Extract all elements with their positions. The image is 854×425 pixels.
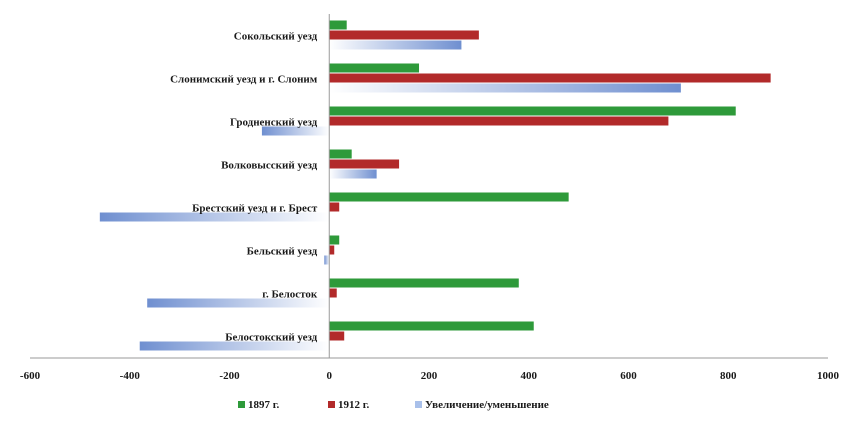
legend-swatch-0	[238, 401, 245, 408]
category-label: Слонимский уезд и г. Слоним	[170, 74, 318, 86]
bar-1912-4	[329, 202, 340, 212]
bar-1912-2	[329, 116, 669, 126]
category-label: Волковысский уезд	[221, 160, 318, 172]
bar-1912-5	[329, 245, 335, 255]
x-tick-label: 400	[521, 370, 538, 382]
bar-1912-6	[329, 288, 337, 298]
bar-1912-3	[329, 159, 400, 169]
bar-1897-4	[329, 192, 569, 202]
legend-label-0: 1897 г.	[248, 399, 280, 411]
bar-1897-3	[329, 149, 352, 159]
x-tick-label: 200	[421, 370, 438, 382]
x-tick-label: -400	[120, 370, 141, 382]
bar-1897-2	[329, 106, 736, 116]
x-tick-label: 0	[327, 370, 333, 382]
bar-1897-5	[329, 235, 340, 245]
bar-1897-6	[329, 278, 519, 288]
bar-change-2	[261, 126, 330, 136]
bar-change-7	[139, 341, 330, 351]
legend-swatch-2	[415, 401, 422, 408]
legend-label-2: Увеличение/уменьшение	[425, 399, 549, 411]
legend-label-1: 1912 г.	[338, 399, 370, 411]
bar-1912-0	[329, 30, 479, 40]
bar-change-0	[329, 40, 462, 50]
bar-change-6	[147, 298, 330, 308]
bar-change-5	[324, 255, 330, 265]
legend-swatch-1	[328, 401, 335, 408]
category-label: г. Белосток	[262, 289, 318, 301]
x-tick-labels: -600 -400 -200 0 200 400 600 800 1000	[20, 370, 840, 382]
x-tick-label: 600	[620, 370, 637, 382]
legend: 1897 г. 1912 г. Увеличение/уменьшение	[238, 399, 549, 411]
category-label: Белостокский уезд	[225, 332, 317, 344]
bar-change-4	[99, 212, 330, 222]
bar-change-1	[329, 83, 681, 93]
bar-1897-7	[329, 321, 534, 331]
x-tick-label: 800	[720, 370, 737, 382]
bar-change-3	[329, 169, 377, 179]
x-tick-label: 1000	[817, 370, 840, 382]
x-tick-label: -200	[219, 370, 240, 382]
chart-bars	[99, 20, 771, 351]
category-label: Гродненский уезд	[230, 117, 318, 129]
category-labels: Сокольский уезд Слонимский уезд и г. Слон…	[170, 31, 318, 344]
category-label: Бельский уезд	[247, 246, 318, 258]
category-label: Брестский уезд и г. Брест	[192, 203, 318, 215]
bar-1897-0	[329, 20, 347, 30]
category-label: Сокольский уезд	[234, 31, 318, 43]
bar-1912-1	[329, 73, 771, 83]
bar-1912-7	[329, 331, 345, 341]
x-tick-label: -600	[20, 370, 41, 382]
bar-1897-1	[329, 63, 420, 73]
